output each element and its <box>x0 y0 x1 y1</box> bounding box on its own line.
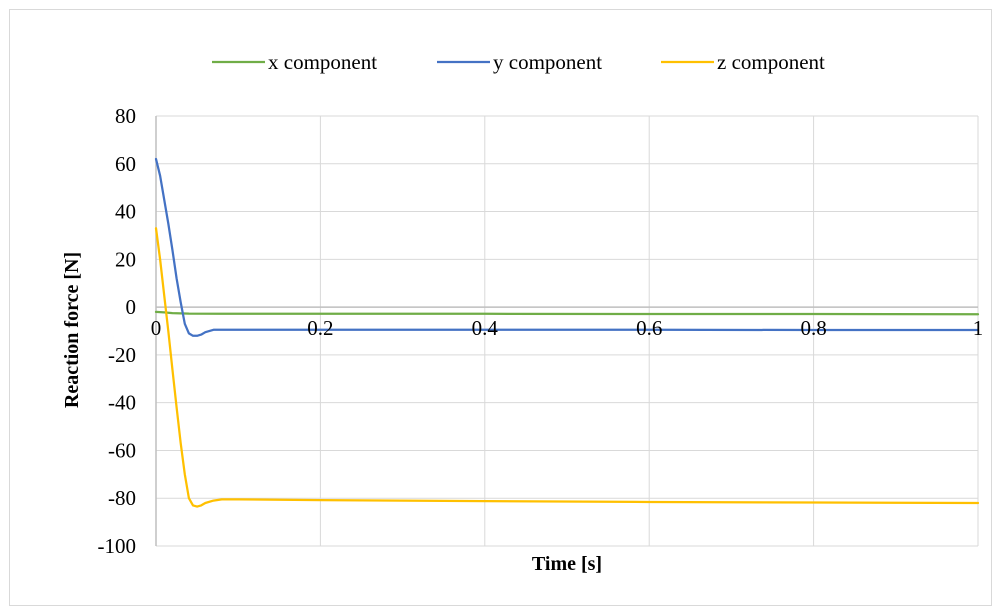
x-tick-label: 0.2 <box>307 316 333 340</box>
series-line-z-component <box>154 227 980 508</box>
y-tick-label: 60 <box>115 152 136 176</box>
series-line-y-component <box>154 157 980 337</box>
y-tick-label: 80 <box>115 104 136 128</box>
y-axis-title: Reaction force [N] <box>61 252 83 408</box>
x-tick-label: 0 <box>151 316 162 340</box>
y-tick-label: 40 <box>115 200 136 224</box>
y-tick-label: -60 <box>108 438 136 462</box>
y-tick-labels: 80 60 40 20 0 -20 -40 -60 -80 -100 <box>98 104 137 558</box>
x-axis-title: Time [s] <box>532 553 602 575</box>
legend-label: y component <box>493 50 602 74</box>
legend-label: x component <box>268 50 377 74</box>
y-tick-label: -80 <box>108 486 136 510</box>
series-line-x-component <box>154 310 980 316</box>
series-layer <box>154 157 980 508</box>
legend-label: z component <box>717 50 825 74</box>
x-tick-labels: 0 0.2 0.4 0.6 0.8 1 <box>151 316 984 340</box>
y-tick-label: -40 <box>108 391 136 415</box>
legend: x component y component z component <box>212 50 825 74</box>
x-tick-label: 0.8 <box>800 316 826 340</box>
y-tick-label: 20 <box>115 247 136 271</box>
y-tick-label: -100 <box>98 534 137 558</box>
y-tick-label: 0 <box>126 295 137 319</box>
zero-axis-layer <box>155 116 978 546</box>
y-tick-label: -20 <box>108 343 136 367</box>
x-tick-label: 0.4 <box>472 316 499 340</box>
x-tick-label: 1 <box>973 316 984 340</box>
x-tick-label: 0.6 <box>636 316 662 340</box>
grid-layer <box>155 115 979 547</box>
